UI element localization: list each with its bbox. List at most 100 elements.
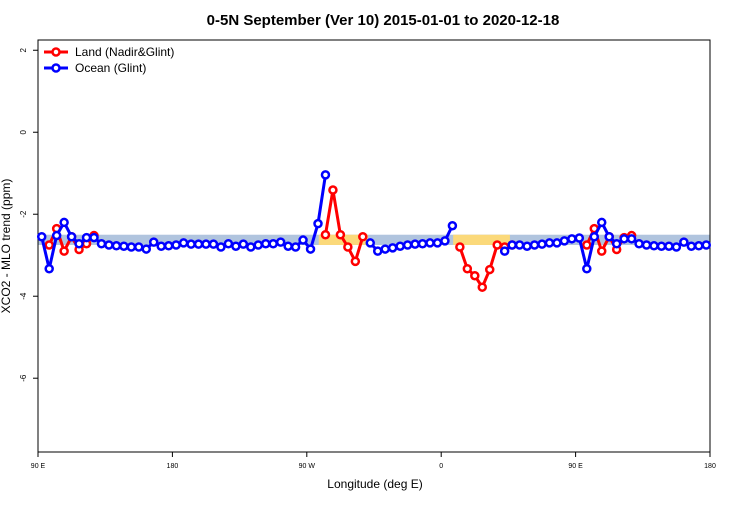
data-point — [320, 229, 331, 240]
data-point — [350, 256, 361, 267]
data-point — [596, 217, 607, 228]
data-point — [134, 242, 144, 252]
y-tick-label: -6 — [19, 374, 28, 382]
data-point — [275, 237, 286, 247]
data-point — [290, 242, 301, 252]
data-point — [320, 170, 331, 180]
band — [38, 234, 710, 245]
data-point — [111, 241, 122, 251]
data-point — [365, 238, 376, 248]
data-point — [477, 282, 488, 292]
data-point — [36, 232, 47, 242]
data-point — [216, 242, 226, 252]
data-point — [634, 238, 644, 249]
data-point — [156, 241, 166, 251]
data-point — [59, 246, 69, 256]
x-tick-label: 180 — [704, 463, 716, 470]
legend-marker — [51, 47, 61, 57]
data-point — [619, 234, 629, 244]
data-point — [186, 239, 196, 249]
data-point — [410, 239, 420, 249]
x-axis-label: Longitude (deg E) — [327, 477, 422, 491]
y-tick-label: -2 — [19, 210, 28, 218]
data-point — [89, 232, 99, 243]
legend-label: Ocean (Glint) — [75, 61, 146, 75]
x-tick-label: 180 — [167, 463, 179, 470]
data-point — [582, 264, 592, 274]
x-tick-label: 0 — [439, 463, 443, 470]
chart-title: 0-5N September (Ver 10) 2015-01-01 to 20… — [207, 12, 560, 29]
data-point — [387, 243, 398, 253]
data-point — [298, 235, 308, 245]
data-point — [484, 264, 495, 275]
x-tick-label: 90 E — [31, 463, 46, 470]
data-point — [649, 241, 659, 251]
data-point — [417, 238, 428, 249]
data-point — [305, 244, 316, 254]
data-point — [51, 230, 62, 241]
data-point — [126, 242, 137, 252]
data-point — [178, 238, 189, 248]
data-point — [537, 239, 547, 249]
data-point — [522, 241, 532, 251]
data-point — [544, 238, 555, 248]
y-tick-label: -4 — [19, 292, 28, 300]
data-point — [358, 232, 368, 242]
y-tick-label: 0 — [19, 129, 28, 134]
data-point — [313, 218, 323, 229]
data-point — [694, 241, 704, 251]
data-point — [664, 241, 674, 251]
data-point — [425, 238, 435, 248]
data-point — [253, 240, 264, 250]
data-point — [104, 240, 114, 250]
data-point — [455, 242, 465, 252]
data-point — [119, 241, 129, 251]
data-point — [268, 238, 278, 249]
data-point — [231, 241, 241, 251]
data-point — [96, 238, 107, 249]
data-point — [596, 246, 607, 256]
data-point — [246, 242, 256, 252]
data-point — [559, 236, 570, 246]
x-tick-label: 90 E — [568, 463, 583, 470]
data-point — [44, 240, 54, 250]
data-point — [208, 239, 219, 249]
data-point — [395, 241, 405, 251]
data-point — [440, 236, 450, 246]
data-point — [611, 238, 622, 249]
legend-label: Land (Nadir&Glint) — [75, 45, 174, 59]
data-point — [626, 234, 637, 244]
data-point — [402, 240, 413, 250]
y-tick-label: 2 — [19, 47, 28, 52]
data-point — [335, 229, 346, 240]
data-point — [529, 240, 540, 250]
data-point — [604, 232, 614, 242]
data-point — [141, 244, 152, 254]
data-point — [148, 237, 159, 247]
data-point — [671, 242, 682, 252]
data-point — [343, 242, 353, 252]
data-point — [492, 240, 502, 250]
legend-marker — [51, 63, 61, 73]
data-point — [462, 264, 473, 274]
data-point — [328, 185, 338, 195]
y-axis-label: XCO2 - MLO trend (ppm) — [0, 179, 13, 314]
data-point — [567, 234, 577, 244]
data-point — [372, 246, 383, 256]
data-point — [656, 241, 667, 251]
data-point — [380, 244, 390, 254]
data-point — [171, 240, 181, 250]
data-point — [499, 246, 510, 256]
data-point — [238, 239, 249, 249]
data-point — [552, 238, 562, 248]
data-point — [582, 240, 592, 250]
data-point — [686, 241, 697, 251]
x-tick-label: 90 W — [299, 463, 316, 470]
data-point — [589, 232, 600, 242]
data-point — [201, 239, 211, 249]
data-point — [432, 238, 443, 248]
data-point — [81, 232, 92, 243]
data-point — [163, 241, 174, 251]
data-point — [59, 217, 69, 228]
